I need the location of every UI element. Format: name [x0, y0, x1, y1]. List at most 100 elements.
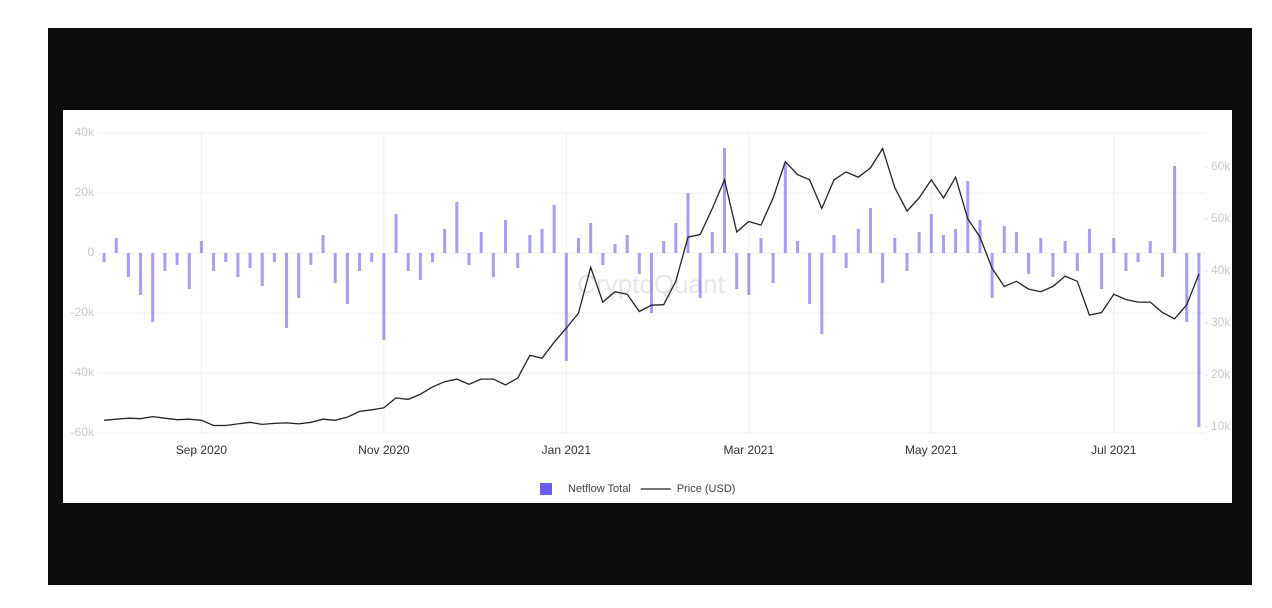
y-tick-label: 40k	[75, 125, 95, 139]
bar	[358, 253, 362, 271]
bar	[248, 253, 252, 268]
bar	[175, 253, 179, 265]
bar	[808, 253, 812, 304]
bar	[516, 253, 520, 268]
y2-tick-label: 40k	[1211, 263, 1231, 277]
bar	[1100, 253, 1104, 289]
legend-label: Netflow Total	[568, 483, 631, 495]
bar	[1027, 253, 1031, 274]
bar	[759, 238, 763, 253]
bar	[564, 253, 568, 361]
y2-tick-label: 20k	[1211, 367, 1231, 381]
y2-tick-label: 10k	[1211, 419, 1231, 433]
y-tick-label: -20k	[71, 305, 95, 319]
bar	[199, 241, 203, 253]
x-tick-label: Mar 2021	[723, 443, 774, 457]
bar	[187, 253, 191, 289]
bar	[260, 253, 264, 286]
bar	[406, 253, 410, 271]
bar	[795, 241, 799, 253]
bar	[1063, 241, 1067, 253]
bar	[1173, 166, 1177, 253]
bar	[321, 235, 325, 253]
bar	[1124, 253, 1128, 271]
bar	[650, 253, 653, 313]
bar	[577, 238, 581, 253]
bar	[309, 253, 313, 265]
bar	[710, 232, 714, 253]
bar	[1136, 253, 1140, 262]
bar	[1051, 253, 1055, 277]
bar	[881, 253, 885, 283]
bar	[990, 253, 994, 298]
bar	[698, 253, 702, 298]
bar	[504, 220, 508, 253]
bar	[674, 223, 678, 253]
bar	[686, 193, 690, 253]
bar	[1197, 253, 1201, 427]
bar	[1185, 253, 1189, 322]
bar	[893, 238, 897, 253]
bar	[844, 253, 848, 268]
bar	[285, 253, 289, 328]
bar	[236, 253, 240, 277]
bar	[954, 229, 958, 253]
bar	[1148, 241, 1152, 253]
bar	[272, 253, 276, 262]
bar	[1002, 226, 1006, 253]
x-tick-label: Sep 2020	[176, 443, 228, 457]
bar	[1075, 253, 1079, 271]
bar	[552, 205, 556, 253]
chart-panel	[63, 110, 1232, 503]
bar	[431, 253, 435, 262]
bar	[540, 229, 544, 253]
legend-swatch	[540, 483, 552, 495]
price-line	[104, 147, 1200, 427]
bar	[601, 253, 605, 265]
bar	[528, 235, 532, 253]
bar	[1112, 238, 1116, 253]
bar	[662, 241, 666, 253]
x-tick-label: Jul 2021	[1091, 443, 1137, 457]
bar	[941, 235, 945, 253]
bar	[868, 208, 872, 253]
bar	[126, 253, 130, 277]
x-tick-label: May 2021	[905, 443, 958, 457]
bar	[163, 253, 167, 271]
bar	[832, 235, 836, 253]
bar	[224, 253, 228, 262]
bar	[479, 232, 483, 253]
y-tick-label: 20k	[75, 185, 95, 199]
bar	[637, 253, 641, 274]
bar	[917, 232, 921, 253]
bar	[151, 253, 155, 322]
bar	[1039, 238, 1043, 253]
bar	[139, 253, 143, 295]
bar	[394, 214, 398, 253]
bar	[905, 253, 909, 271]
bar	[455, 202, 459, 253]
bar	[333, 253, 337, 283]
bar	[443, 229, 447, 253]
bar	[297, 253, 301, 298]
bar	[613, 244, 617, 253]
bar	[370, 253, 374, 262]
bar	[102, 253, 106, 262]
bar	[820, 253, 824, 334]
bar	[783, 163, 787, 253]
bar	[929, 214, 933, 253]
bar	[1014, 232, 1018, 253]
bar	[747, 253, 751, 295]
y-tick-label: -40k	[71, 365, 95, 379]
bar	[212, 253, 216, 271]
x-tick-label: Jan 2021	[542, 443, 592, 457]
bar	[382, 253, 386, 340]
x-tick-label: Nov 2020	[358, 443, 410, 457]
bar	[467, 253, 471, 265]
bar	[589, 223, 593, 253]
y2-tick-label: 30k	[1211, 315, 1231, 329]
bar	[1160, 253, 1164, 277]
y2-tick-label: 60k	[1211, 159, 1231, 173]
bar	[771, 253, 775, 283]
